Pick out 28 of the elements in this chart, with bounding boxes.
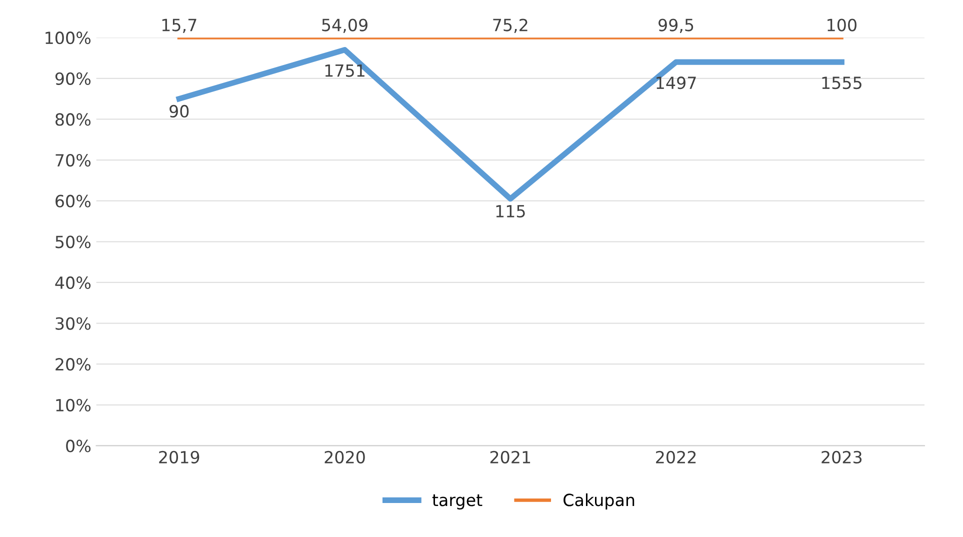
y-tick-label: 0% (66, 440, 91, 452)
annotation: 54,09 (322, 18, 368, 34)
x-tick-label: 2020 (324, 450, 365, 464)
y-tick-label: 40% (55, 276, 91, 290)
annotation: 115 (496, 205, 525, 218)
legend-label: Cakupan (564, 493, 634, 510)
x-tick-label: 2021 (490, 450, 530, 464)
legend-label: target (432, 494, 482, 510)
y-tick-label: 10% (56, 398, 91, 412)
y-tick-label: 60% (56, 194, 91, 208)
y-tick-label: 100% (46, 32, 91, 44)
annotation: 1751 (325, 64, 364, 77)
annotation: 15,7 (162, 18, 196, 34)
y-tick-label: 70% (56, 154, 91, 167)
x-tick-label: 2022 (656, 450, 696, 464)
annotation: 75,2 (493, 18, 528, 34)
x-tick-label: 2019 (159, 450, 200, 464)
annotation: 99,5 (658, 18, 694, 34)
x-tick-label: 2023 (822, 450, 862, 464)
y-tick-label: 90% (55, 72, 91, 85)
annotation: 1555 (822, 76, 862, 90)
annotation: 100 (828, 18, 856, 32)
y-tick-label: 80% (56, 113, 91, 126)
annotation: 1497 (656, 76, 696, 90)
y-tick-label: 30% (56, 317, 91, 330)
y-tick-label: 20% (56, 358, 91, 371)
y-tick-label: 50% (56, 236, 91, 248)
annotation: 90 (170, 104, 189, 118)
